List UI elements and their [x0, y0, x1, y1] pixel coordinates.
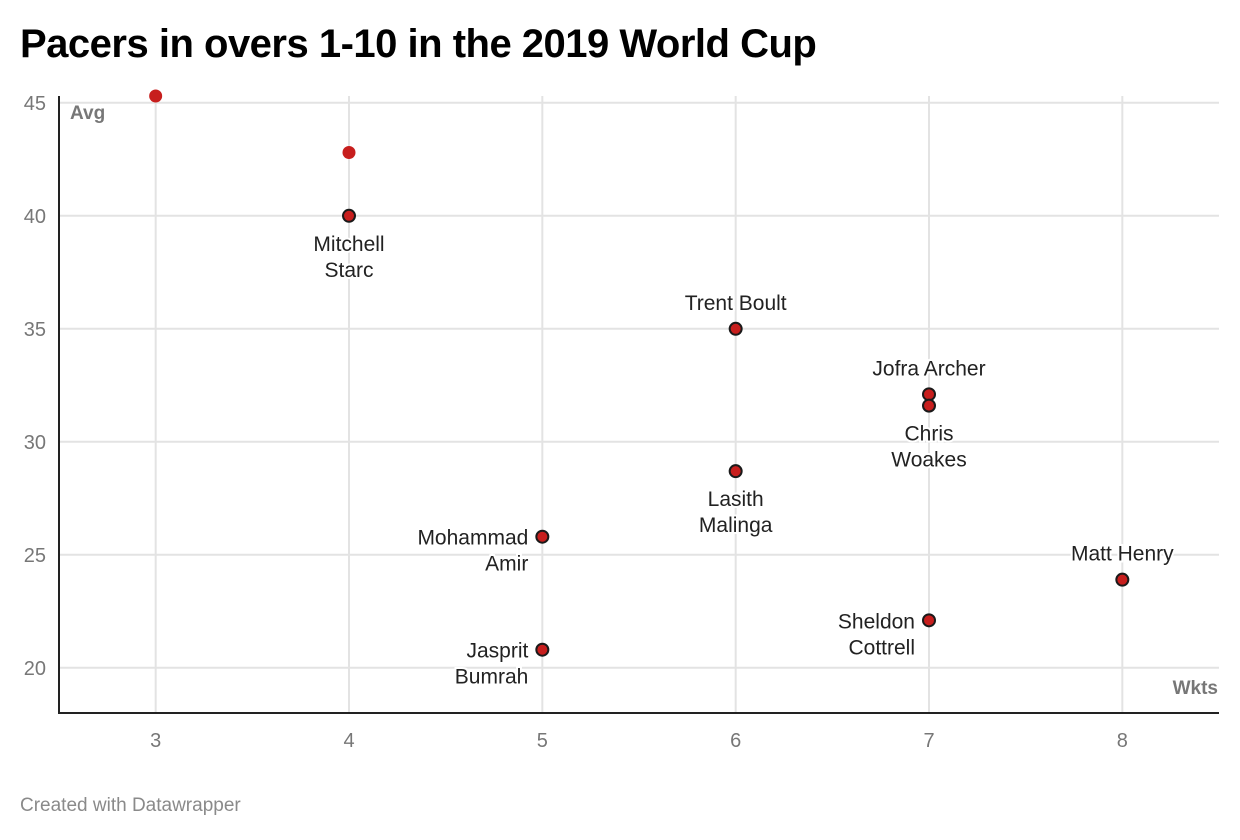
x-tick-label: 5 — [537, 730, 548, 752]
data-point — [149, 89, 163, 103]
x-axis-title: Wkts — [1173, 678, 1218, 699]
y-axis-title: Avg — [70, 103, 105, 124]
point-label: Sheldon — [838, 610, 915, 633]
x-tick-label: 3 — [150, 730, 161, 752]
point-label: Jofra Archer — [872, 357, 985, 380]
point-label: Chris — [904, 423, 953, 446]
point-label: Jasprit — [466, 640, 528, 663]
data-point — [728, 321, 743, 336]
point-label: Woakes — [891, 449, 966, 472]
y-tick-label: 35 — [24, 319, 46, 341]
y-tick-label: 40 — [24, 206, 46, 228]
point-label: Matt Henry — [1071, 543, 1174, 566]
point-label: Mohammad — [417, 527, 528, 550]
point-label: Lasith — [708, 488, 764, 511]
point-label: Amir — [485, 553, 528, 576]
x-tick-label: 6 — [730, 730, 741, 752]
data-point — [922, 613, 936, 628]
point-label: Cottrell — [848, 636, 915, 659]
data-point — [922, 387, 936, 402]
y-tick-label: 20 — [24, 658, 46, 680]
y-tick-label: 25 — [24, 545, 46, 567]
footer-credit: Created with Datawrapper — [20, 795, 241, 816]
chart-title: Pacers in overs 1-10 in the 2019 World C… — [20, 22, 817, 66]
y-tick-label: 30 — [24, 432, 46, 454]
point-label: Mitchell — [313, 233, 384, 256]
x-tick-label: 7 — [923, 730, 934, 752]
data-point — [342, 146, 356, 160]
data-point — [728, 464, 743, 479]
data-point — [535, 529, 550, 544]
point-label: Starc — [324, 259, 373, 282]
point-label: Malinga — [699, 514, 773, 537]
point-label: Bumrah — [455, 666, 529, 689]
data-point — [922, 398, 936, 413]
data-point — [1115, 572, 1130, 587]
y-tick-label: 45 — [24, 93, 46, 115]
x-tick-label: 8 — [1117, 730, 1128, 752]
x-tick-label: 4 — [343, 730, 354, 752]
point-label: Trent Boult — [685, 292, 787, 315]
data-point — [535, 642, 550, 657]
data-point — [342, 208, 356, 223]
